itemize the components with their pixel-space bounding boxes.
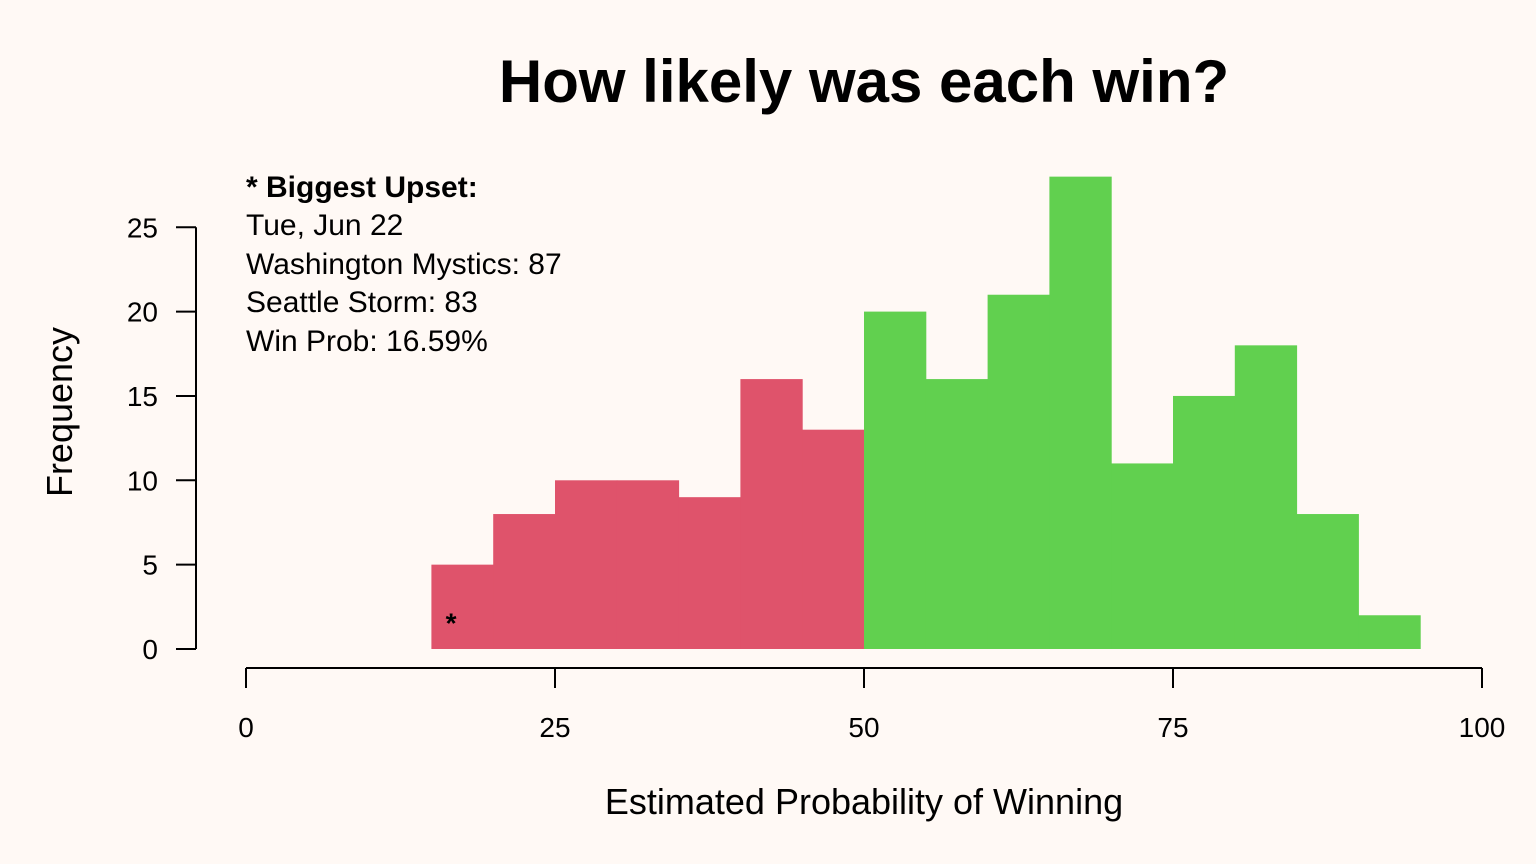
chart-title: How likely was each win? <box>499 48 1229 115</box>
histogram-bar-25-30 <box>555 480 618 649</box>
biggest-upset-annotation: * Biggest Upset: Tue, Jun 22 Washington … <box>246 171 562 358</box>
annotation-win-prob: Win Prob: 16.59% <box>246 325 488 358</box>
histogram-bar-15-20 <box>431 564 494 649</box>
upset-marker: * <box>446 607 457 638</box>
y-tick-label: 25 <box>127 212 158 243</box>
x-tick-label: 50 <box>848 712 879 743</box>
y-tick-label: 5 <box>142 550 158 581</box>
annotation-date: Tue, Jun 22 <box>246 209 403 242</box>
x-tick-label: 0 <box>238 712 254 743</box>
histogram-bar-30-35 <box>616 480 680 649</box>
y-tick-label: 10 <box>127 465 158 496</box>
x-tick-label: 25 <box>539 712 570 743</box>
histogram-bar-55-60 <box>925 379 989 649</box>
y-tick-label: 15 <box>127 381 158 412</box>
histogram-bar-75-80 <box>1173 395 1236 649</box>
y-tick-label: 0 <box>142 634 158 665</box>
histogram-bar-40-45 <box>740 379 803 649</box>
histogram-bar-50-55 <box>864 311 927 649</box>
histogram-bar-85-90 <box>1296 514 1359 649</box>
annotation-team-1: Washington Mystics: 87 <box>246 248 562 281</box>
y-tick-label: 20 <box>127 297 158 328</box>
y-axis-title: Frequency <box>39 327 80 497</box>
histogram-bar-65-70 <box>1049 176 1112 649</box>
histogram-bar-35-40 <box>678 497 741 649</box>
histogram-bar-90-95 <box>1358 615 1421 649</box>
y-axis: 0 5 10 15 20 25 <box>127 212 197 665</box>
x-tick-label: 100 <box>1459 712 1506 743</box>
histogram-bars <box>431 176 1421 649</box>
x-axis-title: Estimated Probability of Winning <box>605 781 1123 822</box>
x-tick-label: 75 <box>1157 712 1188 743</box>
histogram-bar-60-65 <box>987 294 1050 649</box>
annotation-heading: * Biggest Upset: <box>246 171 478 204</box>
histogram-bar-80-85 <box>1234 345 1298 649</box>
annotation-team-2: Seattle Storm: 83 <box>246 286 478 319</box>
histogram-bar-70-75 <box>1111 463 1174 649</box>
histogram-bar-20-25 <box>493 514 556 649</box>
histogram-bar-45-50 <box>802 429 865 649</box>
x-axis: 0 25 50 75 100 <box>238 667 1506 743</box>
